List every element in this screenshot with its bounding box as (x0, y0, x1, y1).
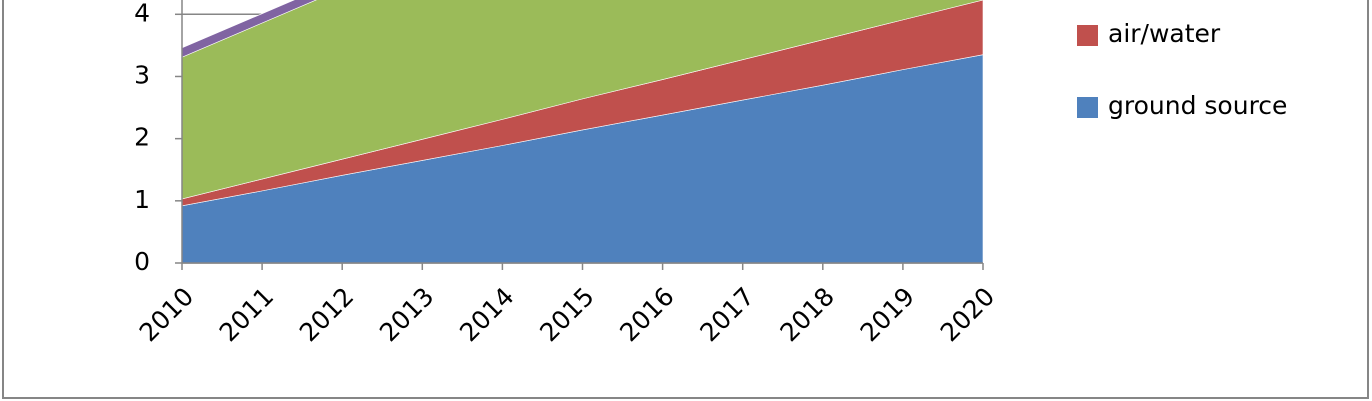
legend-swatch (1077, 25, 1098, 46)
x-tick-label: 2017 (694, 282, 759, 347)
y-tick-label: 2 (134, 123, 150, 152)
y-tick-label: 1 (134, 185, 150, 214)
plot-area (182, 0, 984, 264)
x-tick-label: 2018 (774, 282, 839, 347)
x-tick-label: 2019 (855, 282, 920, 347)
y-tick-label: 3 (134, 60, 150, 89)
x-tick-label: 2013 (374, 282, 439, 347)
x-tick-label: 2020 (935, 282, 1000, 347)
x-tick-label: 2015 (534, 282, 599, 347)
x-tick-label: 2010 (134, 282, 199, 347)
x-tick-label: 2011 (214, 282, 279, 347)
y-tick-label: 4 (134, 0, 150, 27)
legend: air/water ground source (1077, 19, 1287, 120)
area (182, 0, 984, 200)
x-tick-label: 2012 (294, 282, 359, 347)
legend-label: ground source (1108, 91, 1287, 120)
area (182, 0, 317, 58)
legend-swatch (1077, 97, 1098, 118)
y-tick-label: 0 (134, 247, 150, 276)
legend-label: air/water (1108, 19, 1221, 48)
x-tick-label: 2014 (454, 282, 519, 347)
x-tick-label: 2016 (614, 282, 679, 347)
